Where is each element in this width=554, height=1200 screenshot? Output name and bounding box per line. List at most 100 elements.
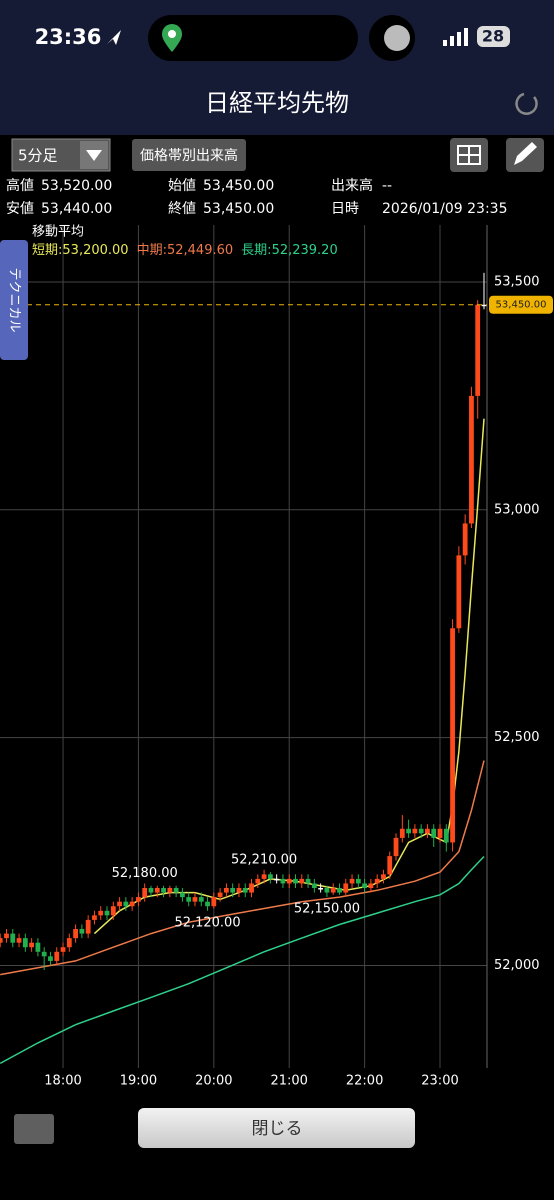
chart: 52,000 52,500 53,000 53,500 18:00 19:00 20:00 2… xyxy=(0,225,553,1089)
candle-body xyxy=(362,883,368,889)
candle-body xyxy=(129,901,135,907)
moving-average-line xyxy=(0,855,485,1065)
volume-button[interactable] xyxy=(132,139,246,171)
interval-label: 5分足 xyxy=(18,147,58,165)
candle-body xyxy=(425,828,430,834)
info-value: 53,450.00 xyxy=(203,178,274,194)
candle-body xyxy=(393,837,399,857)
candle-body xyxy=(117,901,122,907)
pencil-icon xyxy=(514,142,537,165)
candle-body xyxy=(60,947,66,952)
legend-part: 長期 xyxy=(241,243,267,258)
candle-body xyxy=(16,938,22,943)
dynamic-island[interactable] xyxy=(148,15,358,61)
layout-icon xyxy=(457,145,481,165)
candle-body xyxy=(54,951,60,961)
candle-body xyxy=(230,888,236,893)
candle-body xyxy=(412,828,418,834)
close-button[interactable] xyxy=(138,1108,415,1148)
candle-body xyxy=(198,897,204,902)
candle-body xyxy=(92,915,97,920)
candle-body xyxy=(418,828,424,834)
candle-body xyxy=(261,874,267,879)
info-value: 53,450.00 xyxy=(203,201,274,217)
y-tick-label: 53,500 xyxy=(494,274,540,289)
close-button-label: 閉じる xyxy=(252,1119,303,1139)
candle-body xyxy=(192,897,198,902)
x-tick-label: 19:00 xyxy=(120,1074,157,1089)
candle-body xyxy=(456,555,462,629)
candle-body xyxy=(104,910,110,916)
info-value: 53,440.00 xyxy=(41,201,112,217)
y-tick-label: 52,000 xyxy=(494,958,540,973)
candle-body xyxy=(381,874,386,879)
candle-body xyxy=(48,956,53,961)
candle-body xyxy=(305,878,311,884)
info-label: 日時 xyxy=(331,201,359,217)
info-label: 出来高 xyxy=(331,177,373,194)
candle-body xyxy=(180,892,185,898)
volume-button-label: 価格帯別出来高 xyxy=(140,147,238,164)
info-value: 2026/01/09 23:35 xyxy=(382,201,508,217)
candle-body xyxy=(387,856,393,875)
candle-body xyxy=(355,878,361,884)
candle-body xyxy=(4,933,9,939)
x-tick-label: 18:00 xyxy=(44,1074,81,1089)
technical-tab-label: テクニカル xyxy=(7,267,22,332)
candle-body xyxy=(318,888,324,890)
info-value: -- xyxy=(382,178,392,194)
legend-part: : xyxy=(163,243,167,258)
candle-body xyxy=(98,910,104,916)
legend-entry: 中期:52,449.60 xyxy=(137,243,234,258)
candle-body xyxy=(148,888,154,893)
battery-level: 28 xyxy=(482,27,504,46)
candle-body xyxy=(349,878,355,884)
x-tick-label: 22:00 xyxy=(346,1074,383,1089)
y-tick-label: 52,500 xyxy=(494,730,540,745)
technical-tab[interactable] xyxy=(0,240,28,360)
refresh-icon[interactable] xyxy=(515,92,538,115)
candle-body xyxy=(475,304,481,396)
candle-body xyxy=(293,878,298,884)
annotation: 52,150.00 xyxy=(294,902,360,917)
page-title: 日経平均先物 xyxy=(205,89,349,117)
legend-part: 52,449.60 xyxy=(167,243,233,258)
status-time: 23:36 xyxy=(35,25,102,49)
candle-body xyxy=(35,942,41,952)
legend-entry: 短期:53,200.00 xyxy=(32,243,129,258)
candle-body xyxy=(110,906,116,916)
legend-part: 52,239.20 xyxy=(272,243,338,258)
info-panel: 高値 53,520.00 始値 53,450.00 出来高 -- 安値 53,440.00 終値… xyxy=(6,177,508,217)
candle-body xyxy=(469,395,474,524)
info-label: 終値 xyxy=(168,201,196,217)
candle-body xyxy=(0,938,3,943)
candle-body xyxy=(123,901,129,907)
candle-body xyxy=(481,304,487,307)
candle-body xyxy=(79,929,85,934)
plot xyxy=(0,272,487,1065)
annotation: 52,120.00 xyxy=(174,915,240,930)
edit-icon[interactable] xyxy=(14,1114,54,1144)
info-label: 安値 xyxy=(6,201,34,217)
candle-body xyxy=(73,929,78,939)
plot-area xyxy=(0,225,487,1068)
candle-body xyxy=(249,883,254,893)
legend-entry: 長期:52,239.20 xyxy=(241,243,338,258)
candle-body xyxy=(431,828,437,838)
candle-body xyxy=(299,878,305,884)
battery xyxy=(477,26,510,47)
legend-title: 移動平均 xyxy=(32,225,84,240)
candle-body xyxy=(462,523,468,556)
maps-dot xyxy=(168,30,176,38)
candle-body xyxy=(242,888,248,893)
info-label: 高値 xyxy=(6,177,34,194)
candle-body xyxy=(136,897,141,902)
candle-body xyxy=(173,888,179,893)
candle-body xyxy=(374,878,380,884)
candle-body xyxy=(41,951,47,957)
legend-part: : xyxy=(267,243,271,258)
annotation: 52,210.00 xyxy=(231,852,297,867)
candle-body xyxy=(66,938,72,948)
